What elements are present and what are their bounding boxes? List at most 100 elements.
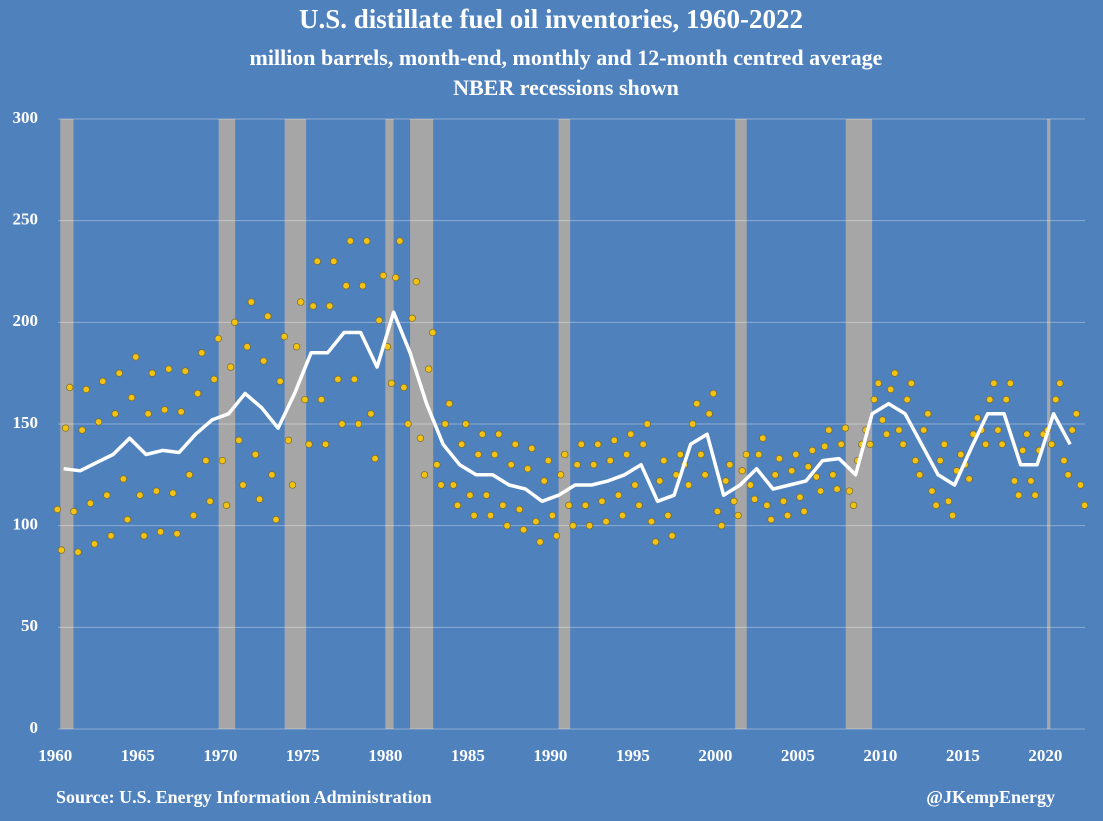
monthly-point bbox=[437, 481, 445, 489]
monthly-point bbox=[701, 471, 709, 479]
monthly-point bbox=[305, 440, 313, 448]
monthly-point bbox=[136, 491, 144, 499]
monthly-point bbox=[210, 375, 218, 383]
monthly-point bbox=[297, 298, 305, 306]
source-note: Source: U.S. Energy Information Administ… bbox=[56, 787, 432, 807]
monthly-point bbox=[338, 420, 346, 428]
monthly-point bbox=[433, 461, 441, 469]
monthly-point bbox=[1023, 430, 1031, 438]
monthly-point bbox=[866, 440, 874, 448]
monthly-point bbox=[57, 546, 66, 554]
monthly-point bbox=[466, 491, 474, 499]
monthly-point bbox=[231, 318, 239, 326]
monthly-point bbox=[878, 416, 887, 424]
monthly-point bbox=[140, 532, 148, 540]
monthly-point bbox=[453, 501, 462, 509]
monthly-point bbox=[350, 375, 359, 383]
monthly-point bbox=[292, 343, 301, 351]
monthly-point bbox=[771, 471, 779, 479]
monthly-point bbox=[400, 383, 408, 392]
monthly-point bbox=[767, 515, 775, 524]
monthly-point bbox=[321, 440, 330, 448]
monthly-point bbox=[354, 420, 363, 428]
monthly-point bbox=[334, 375, 342, 383]
monthly-point bbox=[998, 440, 1006, 448]
monthly-point bbox=[507, 461, 515, 469]
monthly-point bbox=[515, 505, 524, 514]
x-tick-label: 1970 bbox=[203, 746, 237, 765]
monthly-point bbox=[573, 461, 581, 469]
x-tick-label: 1980 bbox=[368, 746, 402, 765]
monthly-point bbox=[259, 357, 268, 365]
monthly-point bbox=[738, 467, 746, 475]
monthly-point bbox=[920, 426, 928, 434]
monthly-point bbox=[82, 385, 90, 394]
monthly-point bbox=[474, 450, 482, 459]
monthly-point bbox=[676, 450, 684, 459]
monthly-point bbox=[948, 511, 957, 520]
monthly-point bbox=[631, 481, 639, 489]
monthly-point bbox=[907, 379, 915, 387]
monthly-point bbox=[404, 420, 412, 428]
monthly-point bbox=[470, 511, 478, 520]
monthly-point bbox=[763, 501, 771, 509]
monthly-point bbox=[458, 440, 466, 448]
monthly-point bbox=[1072, 410, 1080, 418]
monthly-point bbox=[944, 497, 953, 505]
monthly-point bbox=[594, 440, 602, 448]
monthly-point bbox=[610, 436, 618, 444]
monthly-point bbox=[693, 400, 701, 408]
recession-band bbox=[218, 119, 236, 729]
monthly-point bbox=[391, 273, 400, 282]
monthly-point bbox=[202, 456, 210, 465]
monthly-point bbox=[1002, 395, 1010, 404]
x-tick-label: 2020 bbox=[1028, 746, 1062, 765]
monthly-point bbox=[148, 369, 156, 377]
monthly-point bbox=[874, 379, 882, 387]
monthly-point bbox=[193, 389, 202, 398]
monthly-point bbox=[557, 471, 565, 479]
monthly-point bbox=[705, 410, 713, 418]
monthly-point bbox=[1047, 440, 1056, 448]
monthly-point bbox=[99, 377, 107, 385]
monthly-point bbox=[420, 471, 429, 479]
y-tick-label: 150 bbox=[13, 413, 39, 432]
monthly-point bbox=[722, 477, 730, 485]
monthly-point bbox=[639, 440, 647, 448]
monthly-point bbox=[569, 522, 577, 530]
monthly-point bbox=[788, 467, 796, 475]
monthly-point bbox=[660, 456, 668, 465]
monthly-point bbox=[441, 420, 449, 428]
monthly-point bbox=[899, 440, 907, 448]
monthly-point bbox=[495, 430, 503, 438]
monthly-point bbox=[709, 389, 717, 398]
monthly-point bbox=[783, 511, 792, 520]
recession-band bbox=[385, 119, 394, 729]
monthly-point bbox=[94, 418, 103, 426]
monthly-point bbox=[734, 511, 742, 520]
monthly-point bbox=[915, 471, 924, 479]
monthly-point bbox=[981, 440, 990, 448]
monthly-point bbox=[829, 471, 837, 479]
recession-band bbox=[410, 119, 434, 729]
monthly-point bbox=[222, 501, 231, 509]
monthly-point bbox=[1056, 379, 1064, 387]
monthly-point bbox=[1019, 446, 1027, 455]
monthly-point bbox=[891, 369, 899, 377]
monthly-point bbox=[742, 450, 750, 459]
monthly-point bbox=[532, 517, 540, 526]
monthly-point bbox=[519, 526, 528, 534]
monthly-point bbox=[1010, 477, 1019, 485]
monthly-point bbox=[837, 440, 845, 448]
monthly-point bbox=[1064, 471, 1072, 479]
monthly-point bbox=[152, 487, 161, 495]
monthly-point bbox=[536, 538, 544, 546]
monthly-point bbox=[486, 511, 495, 520]
x-tick-label: 2015 bbox=[946, 746, 980, 765]
monthly-point bbox=[181, 367, 189, 375]
monthly-point bbox=[330, 257, 338, 265]
monthly-point bbox=[713, 507, 722, 516]
monthly-point bbox=[1068, 426, 1076, 434]
monthly-point bbox=[973, 414, 981, 422]
monthly-point bbox=[940, 440, 948, 448]
